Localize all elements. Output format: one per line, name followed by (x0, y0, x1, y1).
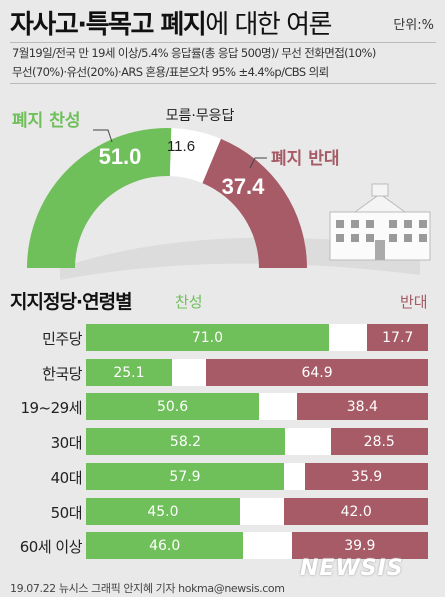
gauge-category-1: 폐지 찬성 (12, 111, 80, 131)
bar-category-label: 50대 (50, 503, 83, 522)
bar-yes: 45.0 (86, 497, 240, 525)
bar-track: 25.1 64.9 (86, 358, 428, 386)
school-building-icon (329, 183, 431, 261)
title-bold: 자사고·특목고 폐지 (10, 10, 207, 40)
bar-track: 57.9 35.9 (86, 462, 428, 490)
bar-no-value: 17.7 (382, 330, 414, 346)
bar-no-value: 64.9 (301, 364, 333, 381)
credit-line: 19.07.22 뉴시스 그래픽 안지혜 기자 hokma@newsis.com (10, 582, 285, 595)
bar-yes-value: 50.6 (156, 399, 189, 416)
bar-category-label: 19~29세 (20, 399, 82, 418)
page-title: 자사고·특목고 폐지에 대한 여론 (10, 4, 332, 41)
bar-track: 58.2 28.5 (86, 428, 428, 456)
method-line-1: 7월19일/전국 만 19세 이상/5.4% 응답률(총 응답 500명)/ 무… (12, 46, 376, 60)
header: 자사고·특목고 폐지에 대한 여론 단위:% (10, 4, 440, 42)
bar-track: 45.0 42.0 (86, 497, 428, 525)
bar-track: 50.6 38.4 (86, 393, 428, 421)
unit-label: 단위:% (393, 18, 434, 33)
bar-no-value: 39.9 (344, 538, 376, 555)
gauge-value-3: 37.4 (222, 174, 266, 199)
section-title: 지지정당·연령별 (10, 291, 133, 313)
bar-yes-value: 71.0 (191, 330, 223, 346)
bar-track: 46.0 39.9 (86, 532, 428, 560)
gauge-value-1: 51.0 (99, 144, 142, 169)
bar-row: 민주당 71.0 17.7 (0, 322, 445, 356)
bar-yes-value: 57.9 (169, 468, 201, 485)
bar-yes: 50.6 (86, 393, 260, 421)
bar-yes-value: 46.0 (149, 538, 181, 555)
bar-no: 38.4 (296, 393, 428, 421)
gauge-category-3: 폐지 반대 (271, 149, 339, 169)
bar-category-label: 한국당 (42, 364, 82, 383)
bar-track: 71.0 17.7 (86, 324, 428, 351)
gauge-category-2: 모름·무응답 (166, 108, 235, 124)
gauge-slice-1 (27, 128, 172, 268)
legend-yes: 찬성 (175, 293, 203, 311)
bar-yes-value: 25.1 (113, 364, 145, 381)
method-line-2: 무선(70%)·유선(20%)·ARS 혼용/표본오차 95% ±4.4%p/C… (12, 65, 329, 79)
watermark-logo: NEWSIS (300, 556, 404, 581)
bar-row: 30대 58.2 28.5 (0, 426, 445, 460)
bar-no: 64.9 (206, 358, 428, 386)
bar-yes: 46.0 (86, 532, 244, 560)
bar-yes: 71.0 (86, 324, 329, 351)
bar-no: 35.9 (305, 462, 428, 490)
bar-row: 40대 57.9 35.9 (0, 461, 445, 495)
bar-category-label: 30대 (50, 434, 83, 453)
bar-category-label: 민주당 (42, 330, 82, 348)
bar-yes-value: 58.2 (169, 434, 202, 451)
bar-category-label: 60세 이상 (19, 538, 83, 557)
gauge-value-2: 11.6 (167, 138, 195, 155)
bar-category-label: 40대 (50, 468, 83, 487)
bar-no: 42.0 (284, 497, 428, 525)
bar-yes-value: 45.0 (147, 503, 179, 520)
bar-yes: 58.2 (86, 428, 286, 456)
bar-no-value: 38.4 (346, 399, 378, 416)
survey-method: 7월19일/전국 만 19세 이상/5.4% 응답률(총 응답 500명)/ 무… (10, 42, 436, 84)
bar-yes: 57.9 (86, 462, 285, 490)
bar-row: 한국당 25.1 64.9 (0, 357, 445, 391)
bar-row: 50대 45.0 42.0 (0, 496, 445, 530)
bar-row: 19~29세 50.6 38.4 (0, 391, 445, 425)
bar-no: 17.7 (367, 324, 428, 351)
legend-no: 반대 (400, 293, 428, 311)
gauge-slice-3 (202, 138, 307, 268)
bar-row: 60세 이상 46.0 39.9 (0, 530, 445, 564)
bar-yes: 25.1 (86, 358, 172, 386)
bar-no-value: 28.5 (363, 434, 395, 451)
bar-no-value: 42.0 (340, 503, 372, 520)
bar-no: 39.9 (291, 532, 428, 560)
bar-no-value: 35.9 (351, 468, 383, 485)
bar-no: 28.5 (330, 428, 428, 456)
title-light: 에 대한 여론 (205, 10, 332, 40)
gauge-slice-2 (169, 128, 221, 184)
